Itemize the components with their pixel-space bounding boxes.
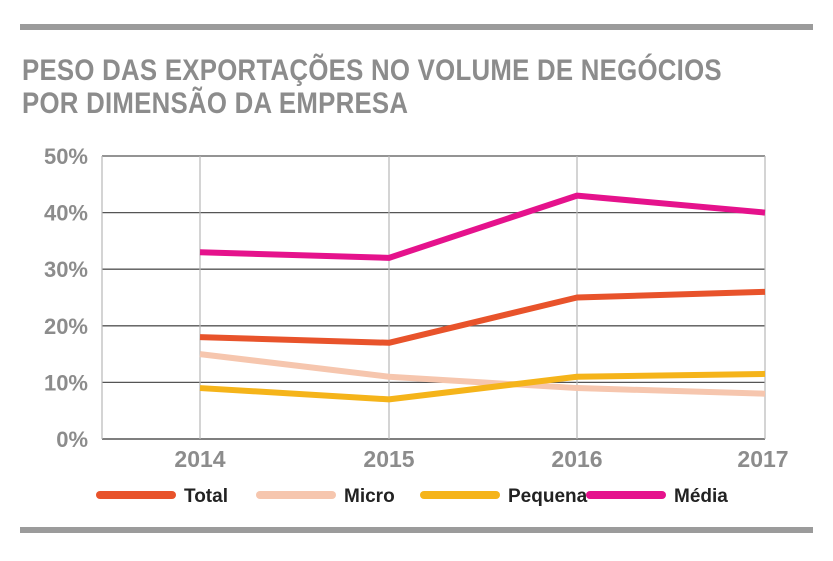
chart-title-line-2: POR DIMENSÃO DA EMPRESA — [22, 87, 409, 120]
legend-label-total: Total — [184, 486, 228, 507]
legend-label-media: Média — [674, 486, 728, 507]
series-line-micro — [199, 351, 766, 397]
y-tick-label-2: 20% — [44, 314, 88, 339]
y-tick-label-0: 0% — [56, 427, 88, 452]
legend-label-micro: Micro — [344, 486, 395, 507]
chart-title-line-1: PESO DAS EXPORTAÇÕES NO VOLUME DE NEGÓCI… — [22, 54, 722, 87]
bottom-rule — [20, 527, 813, 533]
x-tick-label-2014: 2014 — [174, 446, 225, 472]
chart-legend: Total Micro Pequena Média — [96, 486, 728, 507]
chart-series — [199, 192, 766, 403]
chart-title: PESO DAS EXPORTAÇÕES NO VOLUME DE NEGÓCI… — [22, 54, 722, 120]
y-tick-label-3: 30% — [44, 257, 88, 282]
chart-grid — [101, 155, 766, 440]
series-line-pequena — [199, 370, 766, 403]
y-tick-label-5: 50% — [44, 144, 88, 169]
x-tick-label-2017: 2017 — [737, 446, 788, 472]
y-axis-ticks: 0% 10% 20% 30% 40% 50% — [44, 144, 88, 452]
series-line-total — [199, 288, 766, 346]
x-tick-label-2015: 2015 — [363, 446, 414, 472]
y-tick-label-4: 40% — [44, 201, 88, 226]
top-rule — [20, 24, 813, 30]
legend-label-pequena: Pequena — [508, 486, 588, 507]
x-axis-ticks: 2014 2015 2016 2017 — [174, 446, 788, 472]
x-tick-label-2016: 2016 — [551, 446, 602, 472]
series-line-media — [199, 192, 766, 261]
y-tick-label-1: 10% — [44, 370, 88, 395]
